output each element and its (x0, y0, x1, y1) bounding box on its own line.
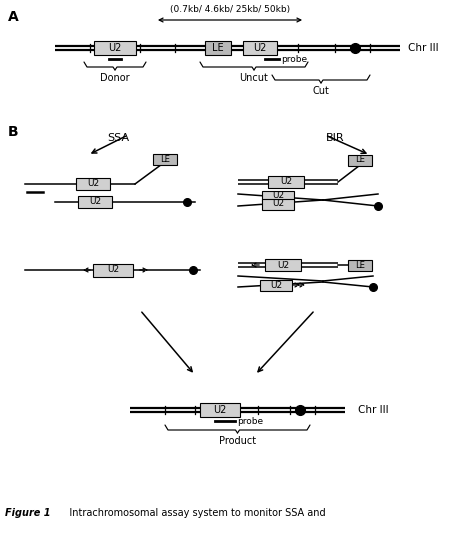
Bar (243, 41, 277, 55)
Text: LE: LE (355, 260, 365, 270)
Text: Product: Product (219, 436, 256, 446)
Text: U2: U2 (107, 265, 119, 274)
Bar (76, 178, 110, 190)
Text: Chr III: Chr III (358, 405, 389, 415)
Text: probe: probe (281, 54, 307, 63)
Text: A: A (8, 10, 19, 24)
Bar (153, 153, 177, 165)
Bar (78, 196, 112, 208)
Bar (265, 259, 301, 271)
Text: U2: U2 (277, 260, 289, 270)
Bar (348, 154, 372, 166)
Text: U2: U2 (89, 197, 101, 207)
Text: Cut: Cut (312, 86, 329, 96)
Bar (200, 403, 240, 417)
Bar (262, 199, 294, 209)
Bar (205, 41, 231, 55)
Text: U2: U2 (270, 280, 282, 289)
Text: BIR: BIR (326, 133, 344, 143)
Bar (93, 264, 133, 277)
Text: B: B (8, 125, 18, 139)
Text: SSA: SSA (107, 133, 129, 143)
Text: U2: U2 (280, 178, 292, 187)
Text: LE: LE (212, 43, 224, 53)
Bar (348, 259, 372, 271)
Bar (260, 280, 292, 291)
Text: U2: U2 (109, 43, 122, 53)
Text: Donor: Donor (100, 73, 130, 83)
Text: Uncut: Uncut (239, 73, 268, 83)
Text: LE: LE (355, 155, 365, 165)
Bar (262, 190, 294, 202)
Text: Intrachromosomal assay system to monitor SSA and: Intrachromosomal assay system to monitor… (60, 508, 326, 518)
Bar (94, 41, 136, 55)
Text: LE: LE (160, 154, 170, 164)
Text: U2: U2 (253, 43, 267, 53)
Text: Figure 1: Figure 1 (5, 508, 51, 518)
Text: U2: U2 (213, 405, 227, 415)
Text: U2: U2 (87, 180, 99, 188)
Bar (268, 176, 304, 188)
Text: Chr III: Chr III (408, 43, 438, 53)
Text: U2: U2 (272, 200, 284, 209)
Text: U2: U2 (272, 192, 284, 201)
Text: probe: probe (237, 416, 263, 426)
Text: (0.7kb/ 4.6kb/ 25kb/ 50kb): (0.7kb/ 4.6kb/ 25kb/ 50kb) (170, 5, 290, 14)
